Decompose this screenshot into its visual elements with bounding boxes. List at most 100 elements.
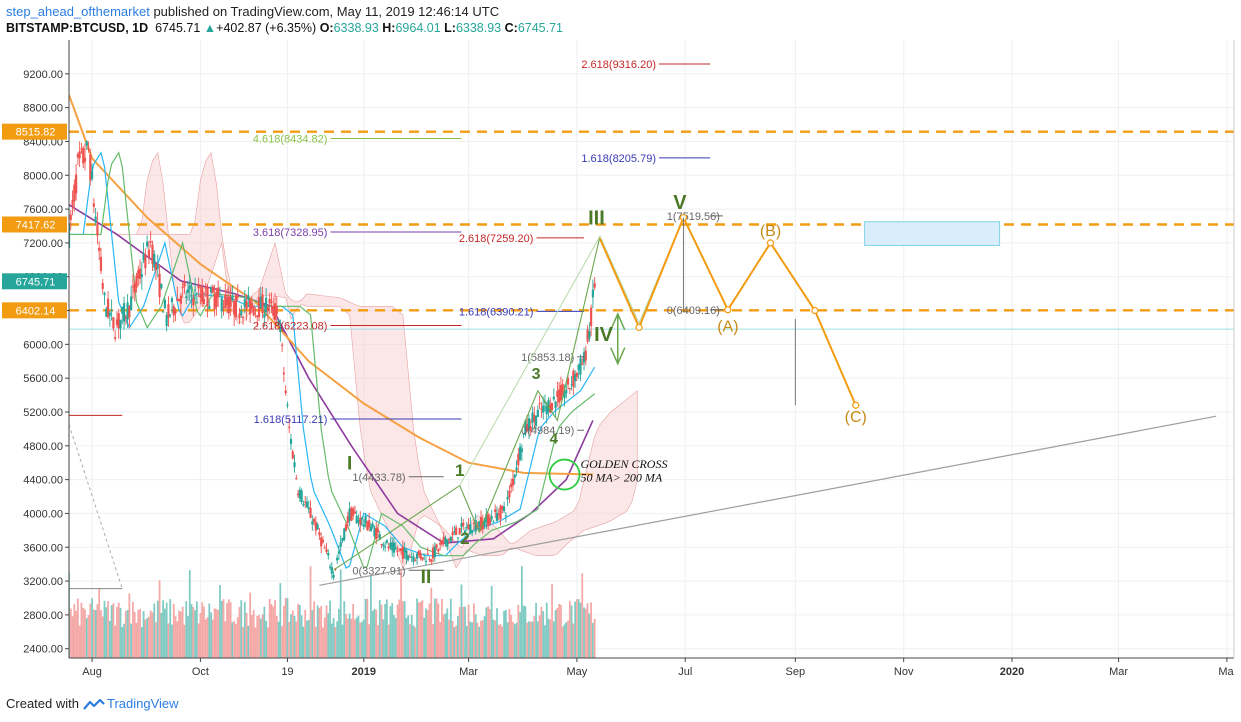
volume-bar bbox=[355, 617, 358, 658]
candle bbox=[197, 277, 200, 298]
volume-bar bbox=[220, 600, 223, 658]
volume-bar bbox=[506, 622, 509, 658]
candle-body bbox=[556, 391, 559, 398]
y-tick-label: 8000.00 bbox=[23, 170, 63, 182]
volume-bar bbox=[375, 609, 378, 658]
candle bbox=[469, 517, 472, 535]
candle bbox=[300, 488, 303, 505]
volume-bar bbox=[442, 614, 445, 658]
candle bbox=[577, 363, 580, 379]
candle bbox=[529, 419, 532, 436]
candle bbox=[376, 524, 380, 539]
candle-body bbox=[426, 553, 429, 555]
candle-body bbox=[561, 384, 564, 396]
candle-body bbox=[353, 511, 357, 514]
volume-bar bbox=[528, 621, 530, 658]
candle bbox=[442, 531, 445, 547]
candle-body bbox=[89, 154, 92, 181]
candle-body bbox=[430, 559, 433, 562]
candle bbox=[579, 354, 582, 382]
candle bbox=[312, 517, 316, 526]
fib-range-line bbox=[69, 424, 123, 589]
candle bbox=[508, 485, 511, 504]
candle-body bbox=[185, 296, 188, 298]
volume-bar bbox=[357, 615, 360, 658]
candle-body bbox=[433, 546, 436, 557]
candle bbox=[307, 500, 310, 514]
candle-body bbox=[206, 287, 209, 307]
candle-body bbox=[92, 203, 95, 207]
candle bbox=[259, 286, 262, 309]
volume-bar bbox=[558, 603, 561, 658]
candle-body bbox=[591, 289, 594, 298]
volume-bar bbox=[441, 598, 443, 658]
volume-bar bbox=[446, 608, 449, 658]
candle-body bbox=[529, 426, 532, 432]
volume-bar bbox=[512, 621, 514, 658]
candle-body bbox=[490, 516, 493, 520]
volume-bar bbox=[423, 617, 426, 658]
candle-body bbox=[398, 548, 401, 550]
candle bbox=[289, 433, 293, 450]
candle bbox=[593, 277, 596, 291]
candle-body bbox=[114, 337, 117, 339]
volume-bar bbox=[327, 613, 330, 658]
volume-bar bbox=[544, 625, 546, 658]
candle bbox=[325, 542, 328, 555]
volume-bar bbox=[536, 621, 539, 658]
candle bbox=[531, 406, 534, 430]
candle bbox=[138, 259, 142, 285]
candle bbox=[240, 304, 243, 318]
candle bbox=[348, 501, 351, 527]
candle bbox=[117, 308, 120, 339]
candle-body bbox=[391, 542, 394, 551]
candle-body bbox=[213, 294, 216, 310]
author-link[interactable]: step_ahead_ofthemarket bbox=[6, 4, 150, 19]
candle-body bbox=[485, 514, 488, 523]
candle-body bbox=[458, 527, 461, 535]
volume-bar bbox=[311, 610, 314, 658]
candle bbox=[96, 211, 99, 245]
candle-body bbox=[318, 532, 321, 536]
candle-body bbox=[423, 553, 426, 555]
candle-body bbox=[259, 296, 262, 309]
price-chart[interactable]: 2.618(9316.20) 4.618(8434.82) 1.618(8205.7… bbox=[0, 40, 1241, 690]
moving-average-line bbox=[69, 94, 593, 476]
candle-body bbox=[368, 520, 371, 528]
volume-bar bbox=[272, 606, 275, 658]
tradingview-logo[interactable]: TradingView bbox=[83, 696, 179, 711]
candle-body bbox=[382, 544, 385, 547]
candle-body bbox=[284, 390, 287, 394]
candle bbox=[94, 208, 97, 226]
volume-bar bbox=[245, 612, 248, 658]
volume-bar bbox=[306, 620, 308, 658]
candle bbox=[101, 278, 104, 294]
volume-bar bbox=[387, 624, 390, 658]
volume-bar bbox=[165, 602, 168, 658]
volume-bar bbox=[588, 613, 591, 658]
candle bbox=[275, 296, 278, 324]
volume-bar bbox=[526, 622, 529, 658]
volume-bar bbox=[201, 602, 204, 658]
y-tick-label: 2800.00 bbox=[23, 610, 63, 622]
candle-body bbox=[312, 519, 316, 522]
volume-bar bbox=[560, 604, 562, 658]
candle-body bbox=[121, 306, 124, 314]
volume-bar bbox=[130, 623, 133, 658]
candle bbox=[522, 433, 525, 439]
candle-body bbox=[193, 289, 197, 291]
volume-bar bbox=[235, 623, 237, 658]
candle-body bbox=[437, 549, 440, 552]
y-tick-label: 5600.00 bbox=[23, 373, 63, 385]
volume-bar bbox=[474, 614, 477, 658]
candle bbox=[419, 550, 422, 561]
volume-bar bbox=[304, 609, 307, 658]
volume-bar bbox=[73, 604, 76, 658]
volume-bar bbox=[293, 615, 296, 658]
close-value: 6745.71 bbox=[517, 21, 564, 35]
candle bbox=[463, 527, 467, 539]
volume-bar bbox=[508, 609, 511, 658]
volume-bar bbox=[323, 617, 326, 658]
candle bbox=[460, 516, 463, 533]
candle bbox=[502, 501, 506, 514]
